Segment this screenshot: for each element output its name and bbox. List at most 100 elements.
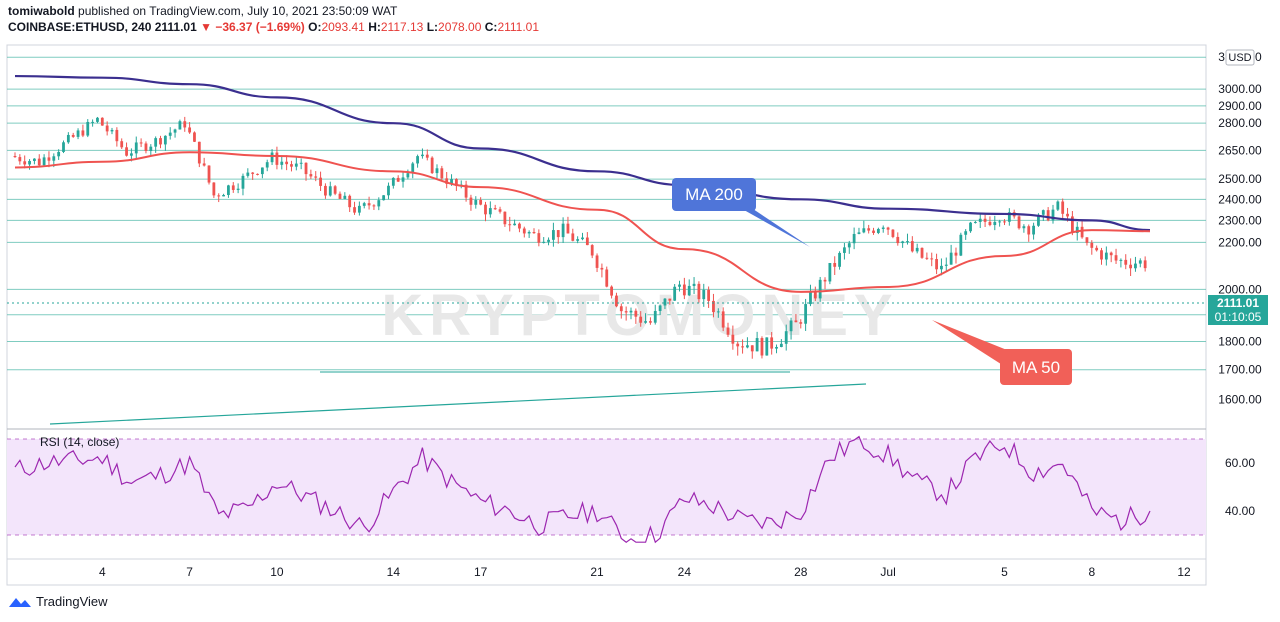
candle-body bbox=[658, 305, 662, 311]
price-axis[interactable]: 3000.00 2900.00 2800.00 2650.00 2500.00 2400.… bbox=[1218, 50, 1262, 406]
candle-body bbox=[139, 142, 143, 144]
candle-body bbox=[576, 239, 580, 241]
candle-body bbox=[1037, 214, 1040, 226]
candle-body bbox=[1114, 255, 1118, 261]
candle-body bbox=[818, 279, 822, 299]
candle-body bbox=[130, 153, 133, 156]
candle-body bbox=[115, 129, 119, 142]
candle-body bbox=[1070, 216, 1074, 234]
candle-body bbox=[231, 185, 235, 190]
candle-body bbox=[755, 338, 759, 352]
candle-body bbox=[581, 237, 584, 240]
candle-body bbox=[692, 283, 696, 286]
candle-body bbox=[518, 223, 521, 229]
rsi-axis: 60.00 40.00 bbox=[1225, 456, 1255, 518]
candle-body bbox=[973, 221, 977, 223]
candle-body bbox=[649, 321, 652, 323]
candle-body bbox=[251, 172, 255, 174]
candle-body bbox=[367, 203, 371, 206]
low-label: L: bbox=[426, 20, 439, 34]
candle-body bbox=[343, 195, 347, 199]
candle-body bbox=[401, 177, 405, 182]
candle-body bbox=[760, 338, 764, 356]
time-tick-label: 10 bbox=[270, 565, 284, 579]
candle-body bbox=[843, 247, 846, 253]
candle-body bbox=[935, 259, 938, 270]
candle-body bbox=[779, 343, 783, 347]
candle-body bbox=[430, 157, 434, 174]
candle-body bbox=[246, 172, 250, 176]
candle-body bbox=[920, 247, 924, 258]
candle-body bbox=[726, 327, 730, 335]
candle-body bbox=[154, 138, 158, 147]
candle-body bbox=[149, 146, 153, 151]
candle-body bbox=[498, 209, 502, 212]
candle-body bbox=[440, 168, 444, 179]
price-tick-label: 1800.00 bbox=[1218, 334, 1262, 348]
candle-body bbox=[969, 222, 972, 232]
candle-body bbox=[47, 157, 51, 161]
candle-body bbox=[624, 311, 628, 313]
publisher-name: tomiwabold bbox=[8, 4, 75, 18]
candle-body bbox=[1017, 216, 1021, 229]
candle-body bbox=[668, 298, 672, 301]
candle-body bbox=[1051, 209, 1055, 221]
candle-body bbox=[736, 343, 740, 347]
candle-body bbox=[1046, 210, 1050, 221]
candle-body bbox=[513, 223, 516, 226]
ma50-pointer bbox=[932, 320, 1012, 366]
candle-body bbox=[993, 221, 997, 226]
candle-body bbox=[23, 161, 27, 165]
candle-body bbox=[280, 161, 284, 165]
support-trendline bbox=[49, 383, 867, 425]
candle-body bbox=[595, 255, 599, 268]
time-tick-label: 17 bbox=[474, 565, 488, 579]
candle-body bbox=[978, 218, 982, 222]
time-tick-label: 8 bbox=[1088, 565, 1095, 579]
candle-body bbox=[372, 205, 376, 207]
candle-body bbox=[425, 154, 429, 158]
candle-body bbox=[619, 306, 623, 312]
candle-body bbox=[944, 264, 948, 266]
candle-body bbox=[105, 125, 109, 132]
candle-body bbox=[838, 252, 841, 267]
candle-body bbox=[789, 320, 793, 332]
footer: TradingView bbox=[8, 594, 108, 609]
candle-body bbox=[765, 337, 769, 356]
candle-body bbox=[66, 134, 70, 143]
candle-body bbox=[678, 284, 681, 287]
candle-body bbox=[794, 320, 798, 323]
candle-body bbox=[682, 284, 686, 296]
candle-body bbox=[886, 227, 890, 230]
candle-body bbox=[551, 230, 555, 240]
price-tick-label: 2650.00 bbox=[1218, 143, 1262, 157]
ma50-annotation[interactable]: MA 50 bbox=[932, 320, 1072, 385]
candle-body bbox=[91, 121, 95, 123]
candle-body bbox=[590, 245, 594, 256]
candle-body bbox=[556, 230, 560, 238]
candle-body bbox=[687, 285, 691, 296]
candle-body bbox=[319, 177, 322, 186]
candle-body bbox=[1032, 225, 1035, 235]
candle-body bbox=[474, 199, 478, 205]
candle-body bbox=[86, 121, 90, 136]
time-axis[interactable]: 4 7 10 14 17 21 24 28 Jul 5 8 12 bbox=[99, 565, 1191, 579]
time-tick-label: 21 bbox=[590, 565, 604, 579]
candle-body bbox=[33, 158, 36, 161]
candle-body bbox=[357, 205, 361, 213]
candle-body bbox=[42, 157, 46, 166]
ma50-line bbox=[14, 151, 1151, 293]
ma200-annotation[interactable]: MA 200 bbox=[672, 178, 810, 247]
candle-body bbox=[328, 186, 332, 196]
candle-body bbox=[707, 289, 711, 301]
candle-body bbox=[1027, 226, 1031, 235]
candle-body bbox=[294, 163, 298, 167]
candle-body bbox=[377, 200, 381, 207]
candle-body bbox=[202, 163, 206, 166]
candle-body bbox=[285, 161, 289, 165]
close-value: 2111.01 bbox=[497, 20, 540, 34]
ma200-pointer bbox=[738, 199, 810, 247]
candle-body bbox=[183, 121, 187, 128]
candle-body bbox=[488, 208, 492, 215]
